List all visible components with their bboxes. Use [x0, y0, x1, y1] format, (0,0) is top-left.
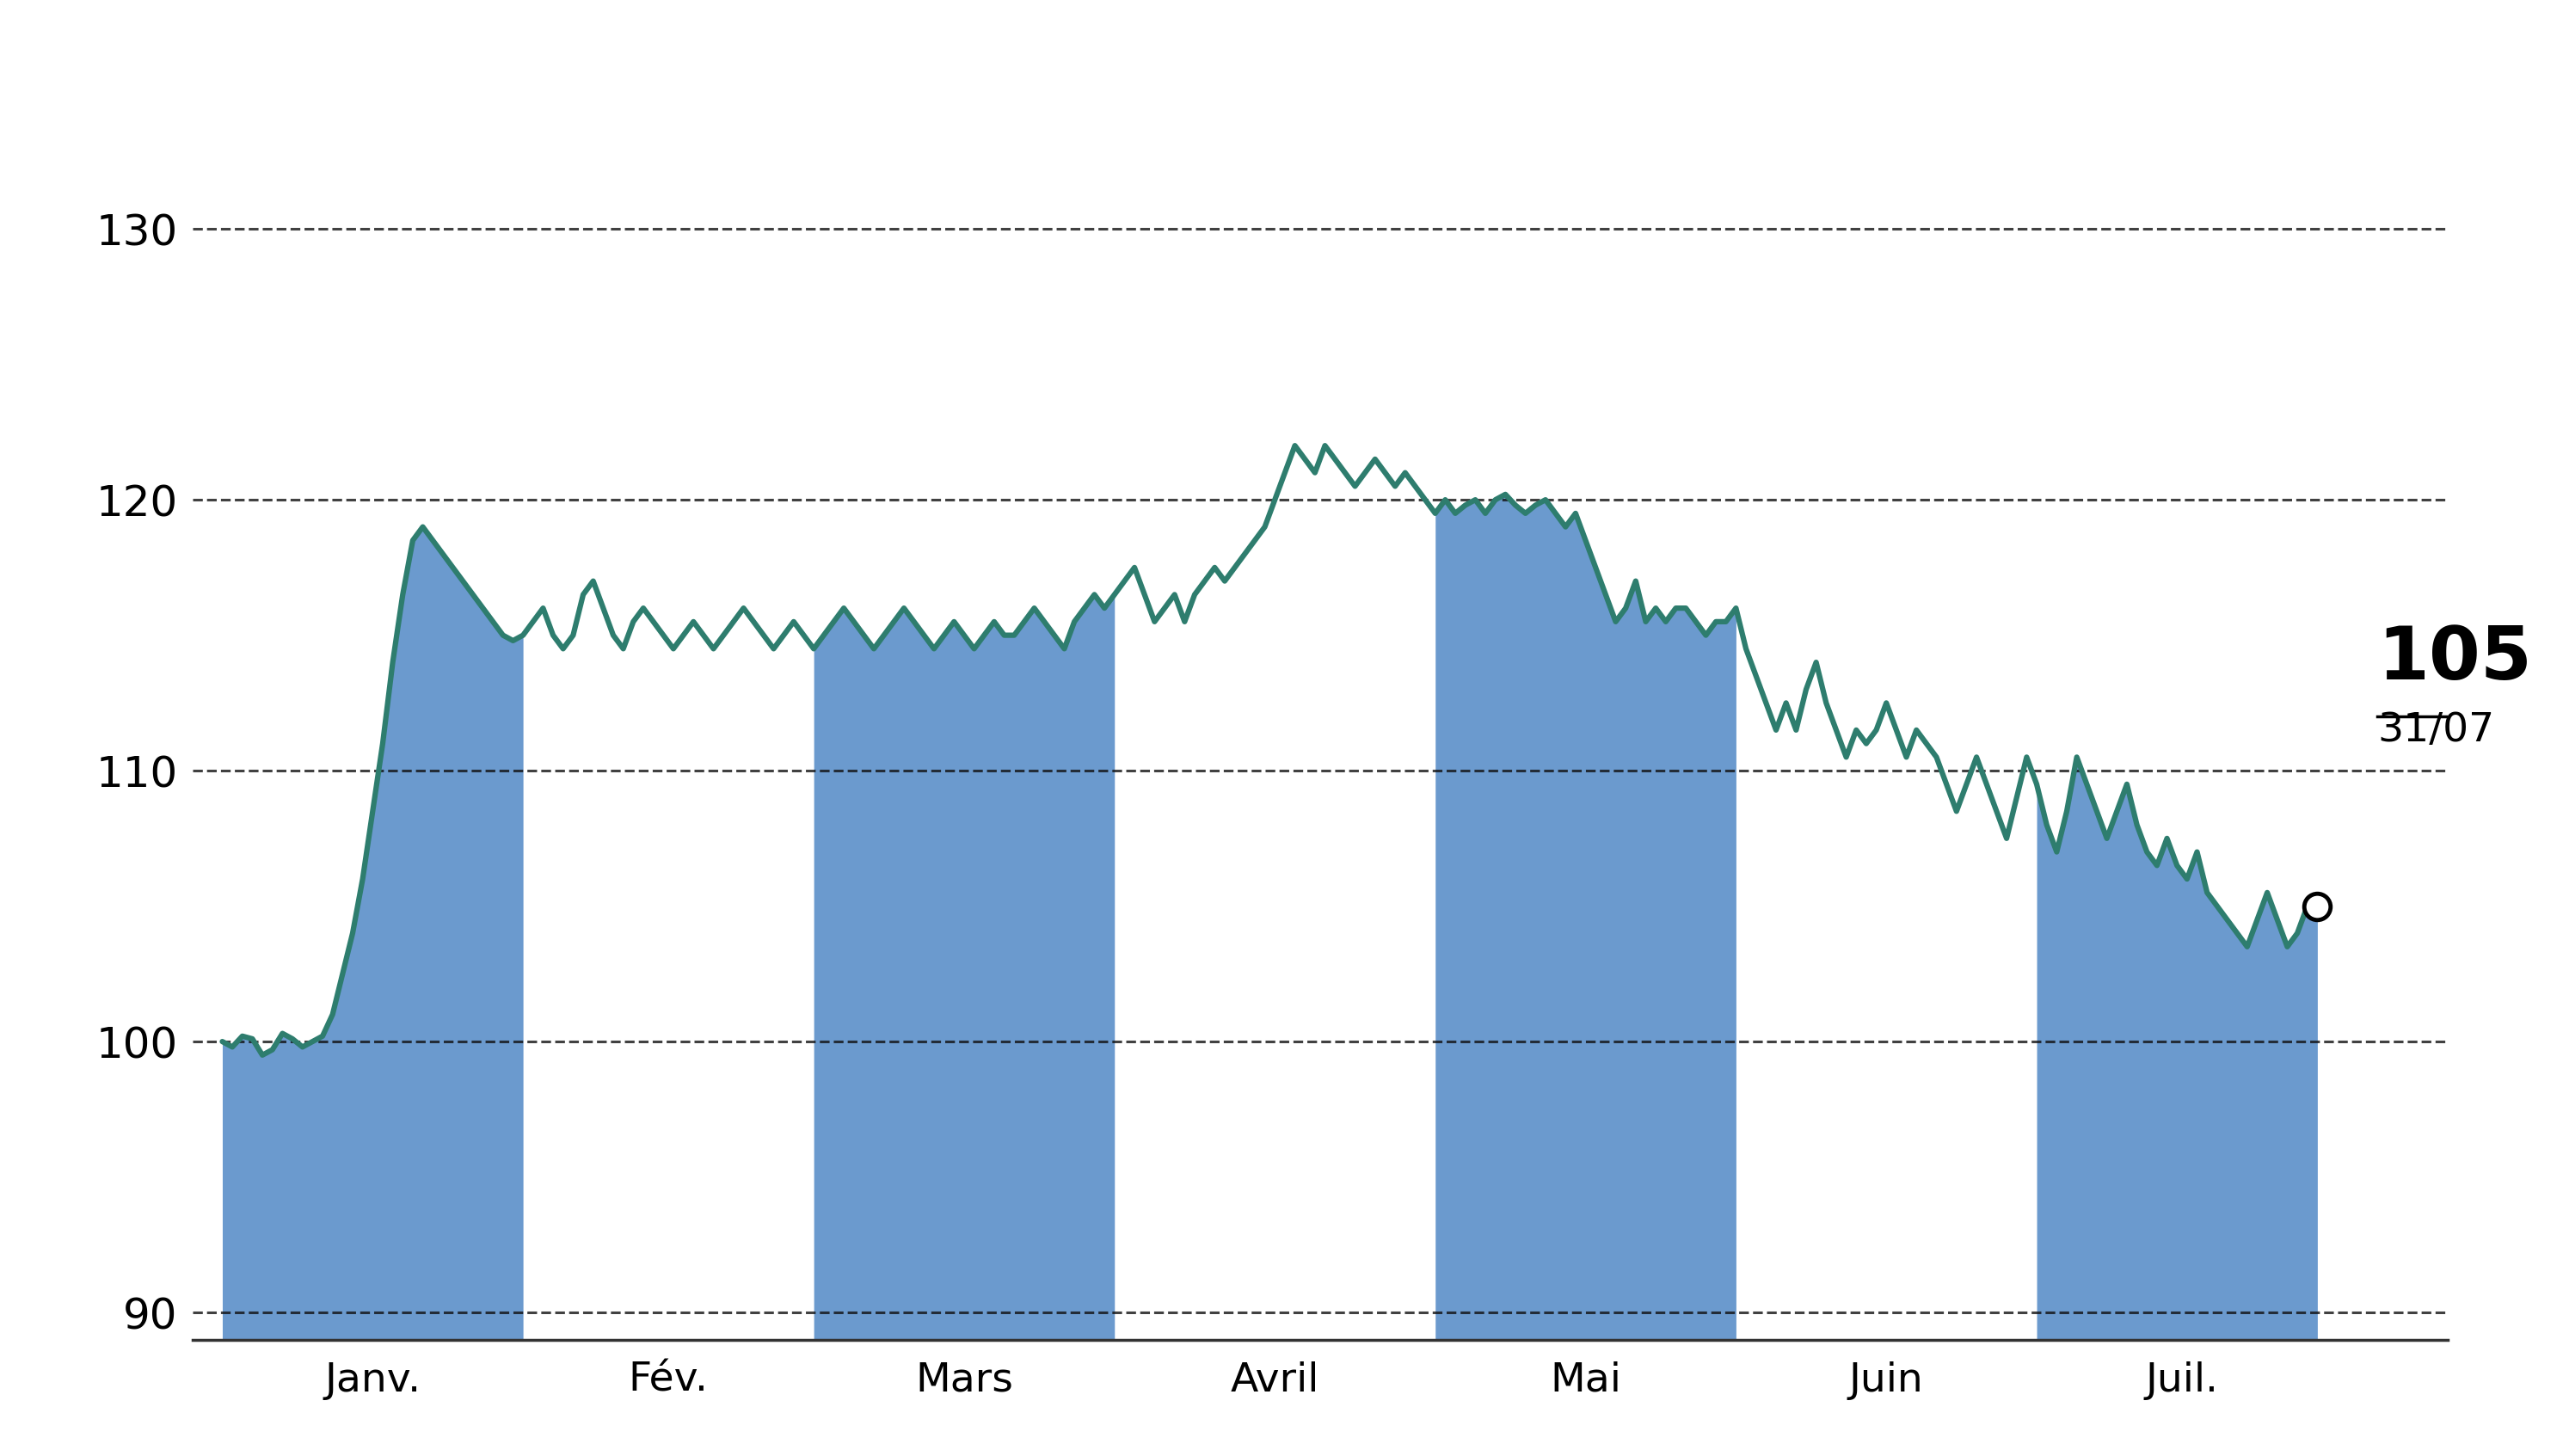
Text: 105: 105: [2378, 623, 2532, 695]
Text: 31/07: 31/07: [2378, 711, 2494, 750]
Text: ELEC.STRASBOURG: ELEC.STRASBOURG: [669, 17, 1894, 128]
